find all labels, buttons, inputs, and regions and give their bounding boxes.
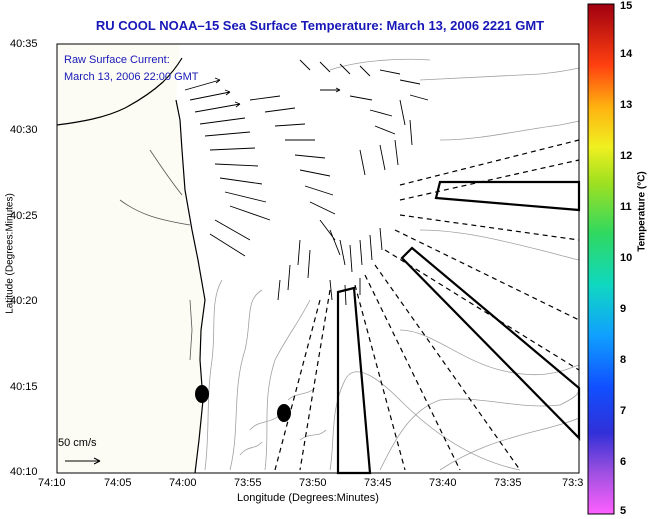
scale-arrow xyxy=(65,457,101,465)
map-title: RU COOL NOAA–15 Sea Surface Temperature:… xyxy=(95,18,545,33)
current-timestamp: March 13, 2006 22:00 GMT xyxy=(64,71,199,83)
colorbar-tick: 11 xyxy=(620,201,632,213)
inland-waterway xyxy=(119,149,193,361)
plot-frame xyxy=(56,43,580,474)
x-tick: 73:40 xyxy=(429,477,457,489)
current-label: Raw Surface Current: xyxy=(64,54,170,66)
colorbar-tick: 7 xyxy=(620,405,627,417)
x-tick: 74:10 xyxy=(38,477,66,489)
x-tick: 73:55 xyxy=(234,477,262,489)
colorbar-tick: 6 xyxy=(620,456,627,468)
y-tick: 40:10 xyxy=(10,466,38,478)
y-tick: 40:15 xyxy=(10,381,38,393)
y-tick: 40:25 xyxy=(10,210,38,222)
y-tick: 40:20 xyxy=(10,295,38,307)
station-marker xyxy=(195,385,209,403)
colorbar-tick: 14 xyxy=(620,48,633,60)
colorbar-tick: 5 xyxy=(620,505,627,517)
colorbar-tick: 8 xyxy=(620,354,627,366)
colorbar-tick: 13 xyxy=(620,99,633,111)
current-vectors xyxy=(184,59,429,306)
x-tick: 73:45 xyxy=(364,477,392,489)
ocean-area xyxy=(176,44,579,473)
y-tick: 40:30 xyxy=(10,124,38,136)
scale-label: 50 cm/s xyxy=(58,437,97,449)
x-axis-label: Longitude (Degrees:Minutes) xyxy=(237,492,379,504)
x-tick: 73:35 xyxy=(494,477,522,489)
x-tick: 74:05 xyxy=(104,477,132,489)
station-marker xyxy=(277,404,291,422)
x-tick: 73:3 xyxy=(562,477,584,489)
y-axis-label: Latitude (Degrees:Minutes) xyxy=(4,193,16,314)
x-tick: 73:50 xyxy=(299,477,327,489)
colorbar-tick: 10 xyxy=(620,252,633,264)
colorbar-title: Temperature (°C) xyxy=(636,171,648,252)
colorbar-tick: 9 xyxy=(620,303,627,315)
bathymetry-contours xyxy=(204,58,580,471)
radar-sectors xyxy=(274,139,580,471)
x-tick: 74:00 xyxy=(169,477,197,489)
colorbar-tick: 15 xyxy=(620,0,633,12)
y-tick: 40:35 xyxy=(10,38,38,50)
colorbar-tick: 12 xyxy=(620,150,633,162)
colorbar xyxy=(587,3,615,515)
coastline xyxy=(56,57,206,474)
